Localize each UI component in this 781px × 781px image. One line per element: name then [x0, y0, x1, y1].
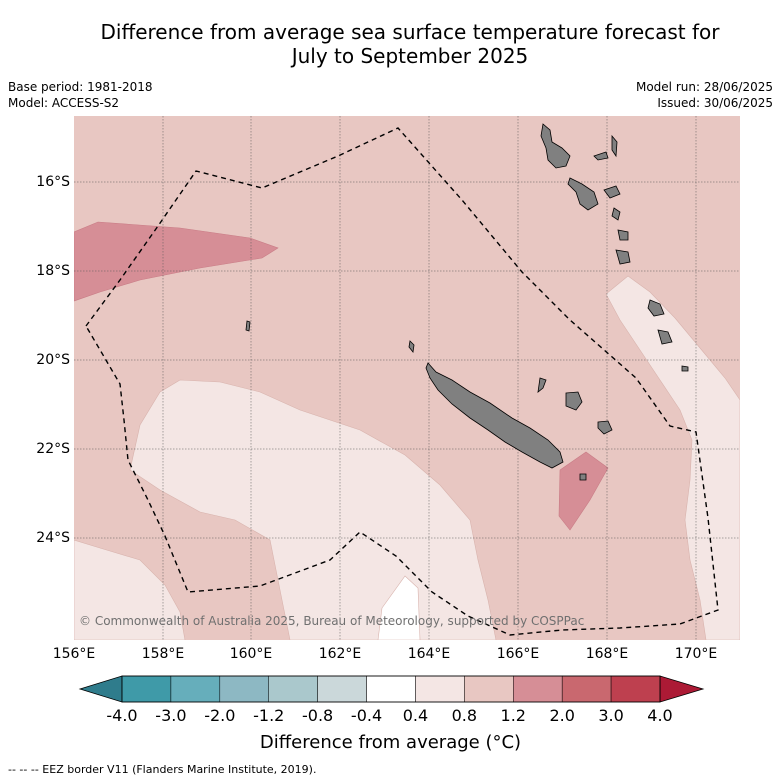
colorbar-tick-label: 1.2	[500, 706, 526, 725]
colorbar-segment	[170, 675, 221, 703]
new-caledonia-grande-terre	[425, 362, 564, 469]
walpole-island	[579, 473, 587, 481]
colorbar-tick-label: 0.8	[451, 706, 478, 725]
lat-label-24s: 24°S	[36, 530, 70, 546]
lon-label-164e: 164°E	[407, 646, 451, 662]
colorbar-segment	[415, 675, 465, 703]
chesterfield-islet	[245, 320, 251, 332]
land-masses	[245, 123, 689, 481]
colorbar-segment	[317, 675, 367, 703]
colorbar-tick-label: -1.2	[253, 706, 285, 725]
vanuatu-ambrym	[603, 185, 621, 199]
colorbar-segment	[366, 675, 416, 703]
lon-label-168e: 168°E	[585, 646, 629, 662]
colorbar-segment	[513, 675, 563, 703]
colorbar-tick-label: -0.4	[350, 706, 383, 725]
vanuatu-epi-shepherd	[611, 207, 621, 221]
colorbar-segment	[121, 675, 172, 703]
lat-label-20s: 20°S	[36, 352, 70, 368]
copyright-notice: © Commonwealth of Australia 2025, Bureau…	[79, 614, 585, 628]
vanuatu-erromango	[615, 249, 631, 265]
vanuatu-aneityum	[657, 329, 673, 345]
colorbar-segment	[610, 675, 661, 703]
belep-islands	[408, 340, 415, 353]
near-average-patch	[377, 575, 421, 640]
map-graticule	[74, 116, 740, 640]
colorbar-segment	[219, 675, 269, 703]
lon-label-160e: 160°E	[229, 646, 273, 662]
lon-label-170e: 170°E	[674, 646, 718, 662]
lat-label-16s: 16°S	[36, 174, 70, 190]
vanuatu-espiritu-santo	[540, 123, 571, 169]
colorbar-tick-label: 0.4	[402, 706, 429, 725]
issued-date: Issued: 30/06/2025	[657, 96, 773, 110]
colorbar-segment	[268, 675, 318, 703]
lon-label-166e: 166°E	[496, 646, 540, 662]
eez-border	[85, 127, 719, 636]
loyalty-islands-ouvea	[537, 377, 547, 393]
warm-anomaly-patch-west	[74, 221, 279, 302]
colorbar-tick-label: 3.0	[598, 706, 624, 725]
colorbar-under-arrow	[78, 675, 123, 703]
colorbar-title: Difference from average (°C)	[259, 732, 522, 753]
pale-anomaly-band-southwest	[129, 379, 497, 640]
model-name: Model: ACCESS-S2	[8, 96, 120, 110]
colorbar-tick-label: 2.0	[549, 706, 575, 725]
pale-anomaly-corner-southwest	[74, 539, 186, 640]
lat-label-18s: 18°S	[36, 263, 70, 279]
map-title-line2: July to September 2025	[291, 44, 529, 68]
colorbar-segment	[561, 675, 612, 703]
vanuatu-malekula	[567, 177, 599, 211]
vanuatu-maewo-pentecost	[611, 134, 618, 158]
colorbar-tick-label: -2.0	[204, 706, 236, 725]
matthew-hunter-islands	[681, 365, 689, 372]
warm-anomaly-patch-east	[558, 451, 609, 531]
colorbar-tick-label: 4.0	[647, 706, 673, 725]
colorbar-segment	[464, 675, 514, 703]
colorbar-over-arrow	[659, 675, 705, 703]
colorbar-tick-label: -4.0	[106, 706, 138, 725]
loyalty-islands-mare	[597, 420, 613, 435]
colorbar-tick-label: -0.8	[302, 706, 334, 725]
lat-label-22s: 22°S	[36, 441, 70, 457]
model-run: Model run: 28/06/2025	[635, 80, 773, 94]
loyalty-islands-lifou	[565, 391, 583, 411]
eez-footnote: -- -- -- EEZ border V11 (Flanders Marine…	[8, 763, 317, 776]
lon-label-156e: 156°E	[52, 646, 96, 662]
map-title-line1: Difference from average sea surface temp…	[100, 20, 720, 44]
vanuatu-ambae	[593, 151, 609, 161]
colorbar-tick-label: -3.0	[155, 706, 187, 725]
lon-label-158e: 158°E	[141, 646, 185, 662]
lon-label-162e: 162°E	[318, 646, 362, 662]
vanuatu-tanna	[647, 299, 665, 317]
colorbar	[78, 675, 705, 703]
pale-anomaly-band-east	[605, 275, 740, 640]
base-period: Base period: 1981-2018	[8, 80, 153, 94]
vanuatu-efate	[617, 229, 629, 241]
